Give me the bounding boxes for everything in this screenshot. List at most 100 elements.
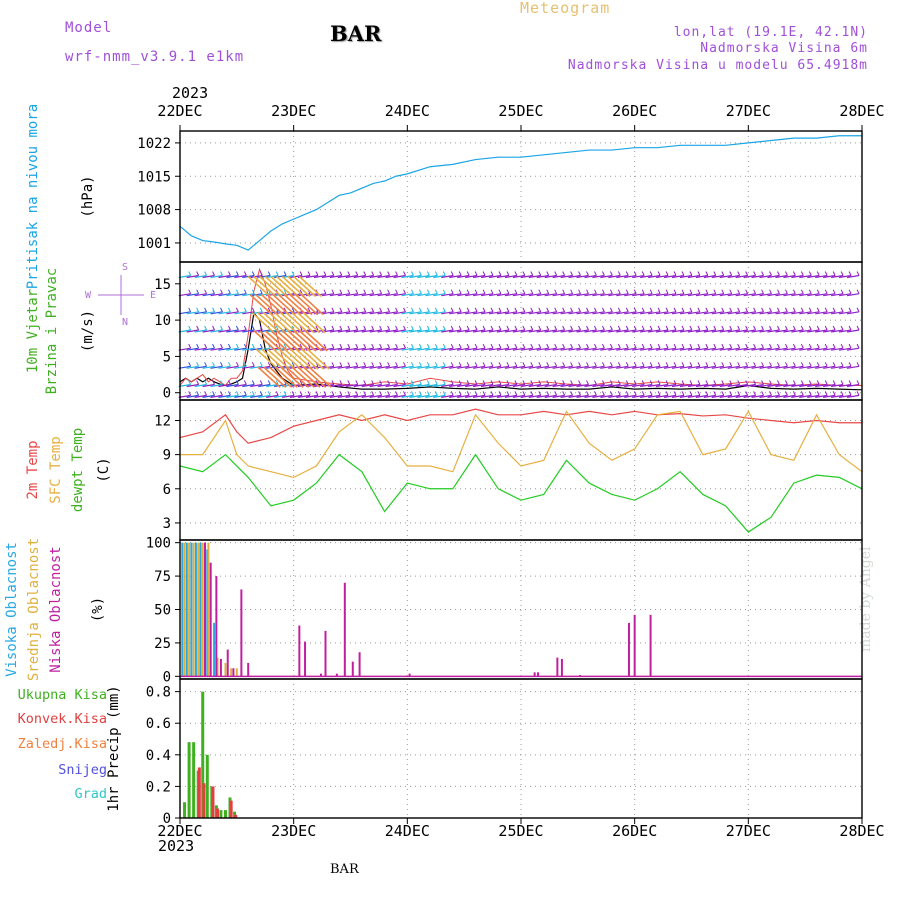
altitude-label: Nadmorska Visina 6m — [700, 41, 868, 56]
wind-barb-flag — [737, 325, 741, 331]
wind-barb — [592, 329, 605, 333]
wind-barb — [393, 394, 406, 398]
wind-barb-flag — [379, 362, 383, 367]
wind-barb-flag — [697, 391, 701, 396]
wind-barb — [608, 311, 621, 315]
wind-barb-flag — [339, 362, 343, 367]
wind-barb — [441, 311, 454, 315]
wind-barb-flag — [856, 380, 860, 385]
wind-barb-flag — [331, 391, 335, 396]
wind-barb — [671, 274, 685, 279]
wind-barb — [496, 293, 510, 297]
wind-barb-flag — [530, 271, 534, 276]
wind-barb-flag — [235, 289, 239, 294]
wind-barb — [210, 383, 223, 388]
wind-barb-flag — [363, 289, 367, 294]
wind-barb — [393, 274, 406, 279]
wind-barb-flag — [442, 325, 446, 331]
wind-barb-flag — [800, 271, 804, 276]
wind-barb — [775, 311, 788, 315]
wind-barb-flag — [665, 362, 669, 367]
wind-barb — [226, 383, 239, 388]
wind-barb — [361, 394, 374, 398]
wind-barb-flag — [235, 380, 239, 385]
wind-barb-flag — [617, 289, 621, 294]
wind-barb-flag — [188, 325, 192, 331]
wind-barb-flag — [824, 289, 828, 294]
wind-barb — [234, 293, 247, 297]
wind-barb — [202, 383, 215, 388]
wind-barb — [743, 293, 756, 297]
wind-barb-flag — [339, 343, 343, 349]
wind-barb-flag — [777, 307, 780, 313]
wind-barb — [823, 383, 836, 388]
wind-barb-flag — [729, 362, 733, 367]
wind-barb-flag — [267, 271, 271, 276]
wind-barb-flag — [379, 325, 383, 331]
wind-barb-flag — [665, 289, 669, 294]
wind-barb — [775, 329, 788, 333]
wind-barb-flag — [601, 271, 605, 276]
wind-barb — [425, 311, 438, 315]
wind-barb-flag — [458, 307, 462, 313]
wind-barb-flag — [450, 391, 454, 396]
wind-barb-flag — [331, 362, 335, 367]
wind-barb-flag — [482, 289, 486, 294]
wind-barb-flag — [514, 271, 518, 276]
wind-barb-flag — [625, 271, 629, 276]
wind-barb-flag — [570, 289, 574, 294]
wind-barb-flag — [538, 362, 542, 367]
storm-wind-arrow — [264, 275, 288, 298]
wind-barb — [258, 383, 271, 388]
wind-barb-flag — [665, 271, 669, 276]
date-label-top: 25DEC — [498, 102, 543, 120]
wind-barb — [608, 293, 621, 297]
wind-barb-flag — [546, 271, 550, 276]
wind-barb — [250, 329, 263, 333]
wind-barb — [767, 365, 780, 369]
wind-barb — [321, 394, 335, 398]
panel-temperature: 3 6 9 12 2m Temp SFC Temp dewpt Temp (C) — [25, 399, 863, 541]
wind-barb — [791, 293, 804, 297]
wind-barb — [648, 329, 661, 333]
storm-wind-arrow — [293, 275, 317, 298]
wind-barb-flag — [442, 380, 446, 385]
wind-barb-flag — [713, 325, 717, 331]
wind-barb — [568, 383, 581, 388]
wind-barb-flag — [355, 391, 359, 396]
wind-barb — [369, 293, 382, 297]
bar-low_cloud — [247, 662, 250, 677]
wind-barb — [711, 365, 724, 369]
wind-barb-flag — [291, 362, 295, 367]
wind-barb — [457, 365, 470, 369]
wind-barb-flag — [418, 391, 422, 396]
wind-barb-flag — [808, 380, 812, 385]
wind-barb — [417, 394, 430, 398]
wind-barb-flag — [753, 362, 757, 367]
wind-barb-flag — [474, 362, 478, 367]
wind-barb — [544, 347, 557, 351]
wind-barb — [544, 394, 557, 398]
wind-barb-flag — [243, 307, 247, 313]
wind-barb — [640, 383, 653, 388]
wind-barb-flag — [546, 362, 550, 367]
wind-barb-flag — [737, 362, 741, 367]
bar-conv_precip — [216, 808, 220, 818]
wind-barb — [353, 274, 366, 279]
wind-barb-flag — [649, 289, 653, 294]
wind-barb — [711, 383, 724, 388]
wind-barb — [472, 383, 486, 388]
wind-barb — [831, 383, 844, 388]
wind-barb-flag — [506, 325, 510, 331]
wind-barb-flag — [737, 307, 741, 313]
wind-barb-flag — [808, 289, 812, 294]
wind-barb-flag — [681, 362, 685, 367]
wind-barb — [823, 311, 836, 315]
wind-barb — [480, 293, 494, 297]
wind-barb — [488, 329, 502, 333]
wind-barb-flag — [713, 362, 717, 367]
storm-wind-arrow — [282, 330, 306, 352]
wind-barb-flag — [323, 325, 327, 331]
wind-barb — [210, 347, 223, 351]
wind-barb — [512, 394, 525, 398]
